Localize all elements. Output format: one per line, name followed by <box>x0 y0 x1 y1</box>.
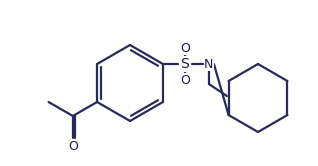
Text: N: N <box>204 57 214 71</box>
Text: O: O <box>180 42 190 54</box>
Text: S: S <box>181 57 189 71</box>
Text: O: O <box>68 139 78 153</box>
Text: O: O <box>180 74 190 86</box>
